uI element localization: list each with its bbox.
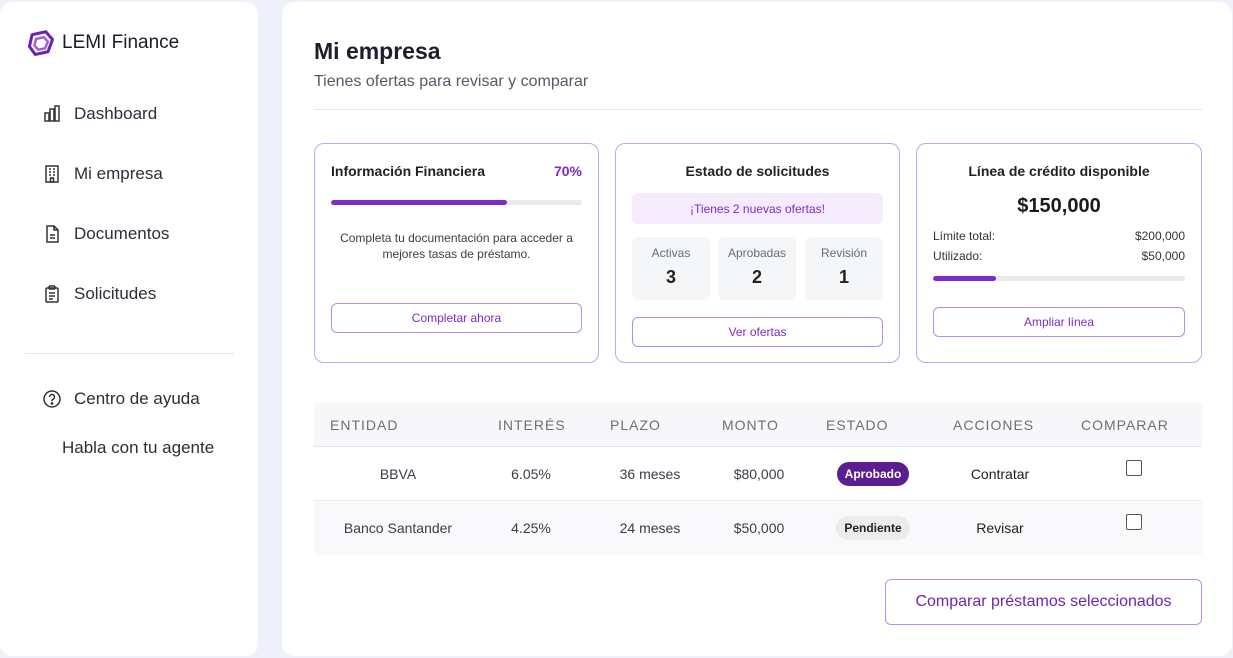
available-amount: $150,000 (1017, 195, 1101, 217)
cell-compare (1124, 495, 1144, 549)
building-icon (45, 165, 59, 183)
sidebar-item-label: Centro de ayuda (74, 389, 200, 408)
limit-value: $200,000 (1134, 229, 1185, 243)
stat-review: Revisión 1 (805, 237, 883, 300)
talk-to-agent-link[interactable]: Habla con tu agente (62, 438, 215, 457)
header-amount: MONTO (722, 416, 779, 433)
brand[interactable]: LEMI Finance (26, 28, 179, 58)
bar-chart-icon (44, 105, 60, 122)
sidebar-item-mi-empresa[interactable]: Mi empresa (42, 164, 163, 184)
table-row: BBVA 6.05% 36 meses $80,000 Aprobado Con… (314, 447, 1202, 501)
cell-amount: $50,000 (733, 520, 785, 536)
cell-status: Pendiente (826, 501, 920, 555)
contract-action[interactable]: Contratar (970, 465, 1030, 482)
offers-table: ENTIDAD INTERÉS PLAZO MONTO ESTADO ACCIO… (314, 403, 1202, 555)
stat-label: Revisión (820, 246, 868, 260)
sidebar-item-label: Dashboard (74, 104, 158, 123)
stat-value: 1 (838, 267, 849, 287)
page-title: Mi empresa (314, 38, 441, 64)
new-offers-banner: ¡Tienes 2 nuevas ofertas! (632, 193, 883, 224)
cell-entity: BBVA (379, 465, 417, 482)
header-divider (314, 109, 1202, 110)
progress-bar-fill (331, 200, 507, 205)
table-row: Banco Santander 4.25% 24 meses $50,000 P… (314, 501, 1202, 555)
requests-status-card: Estado de solicitudes ¡Tienes 2 nuevas o… (615, 143, 900, 363)
question-circle-icon (43, 390, 61, 408)
sidebar-item-dashboard[interactable]: Dashboard (42, 104, 157, 124)
sidebar-item-label: Documentos (74, 224, 170, 243)
used-label: Utilizado: (933, 249, 983, 263)
header-actions: ACCIONES (953, 416, 1035, 433)
progress-bar (331, 200, 582, 205)
used-value: $50,000 (1141, 249, 1185, 263)
compare-checkbox[interactable] (1126, 459, 1142, 476)
document-icon (46, 225, 59, 243)
sidebar-item-label: Solicitudes (74, 284, 157, 303)
cell-compare (1124, 441, 1144, 494)
cell-term: 24 meses (619, 520, 681, 536)
progress-percent: 70% (553, 163, 582, 179)
status-badge: Aprobado (836, 461, 910, 486)
card-title: Línea de crédito disponible (968, 163, 1150, 179)
header-term: PLAZO (610, 416, 661, 433)
stat-label: Activas (651, 246, 691, 260)
compare-loans-button[interactable]: Comparar préstamos seleccionados (885, 579, 1202, 625)
page-subtitle: Tienes ofertas para revisar y comparar (314, 73, 589, 90)
sidebar-item-documentos[interactable]: Documentos (42, 224, 169, 244)
credit-line-card: Línea de crédito disponible $150,000 Lím… (916, 143, 1202, 363)
complete-now-button[interactable]: Completar ahora (331, 303, 582, 333)
stat-label: Aprobadas (727, 246, 787, 260)
sidebar-item-label: Mi empresa (74, 164, 163, 183)
expand-line-button[interactable]: Ampliar línea (933, 307, 1185, 337)
sidebar-item-solicitudes[interactable]: Solicitudes (42, 284, 156, 304)
sidebar-divider (25, 353, 234, 354)
limit-label: Límite total: (933, 229, 996, 243)
card-title: Información Financiera (331, 163, 486, 179)
stat-value: 2 (751, 267, 762, 287)
logo-icon (27, 30, 55, 56)
sidebar-item-help[interactable]: Centro de ayuda (42, 389, 200, 409)
card-title: Estado de solicitudes (685, 163, 830, 179)
status-badge: Pendiente (836, 516, 910, 540)
financial-info-card: Información Financiera 70% Completa tu d… (314, 143, 599, 363)
brand-name: LEMI Finance (62, 32, 180, 53)
stat-approved: Aprobadas 2 (718, 237, 796, 300)
compare-checkbox[interactable] (1126, 514, 1142, 530)
usage-bar (933, 276, 1185, 281)
header-rate: INTERÉS (498, 416, 566, 433)
cell-status: Aprobado (826, 447, 920, 500)
stat-value: 3 (665, 267, 676, 287)
card-description: Completa tu documentación para acceder a… (340, 231, 573, 261)
clipboard-icon (45, 285, 59, 303)
header-compare: COMPARAR (1081, 416, 1169, 433)
cell-term: 36 meses (619, 465, 681, 482)
sidebar: LEMI Finance Dashboard Mi empresa Docume… (0, 2, 258, 656)
stat-active: Activas 3 (632, 237, 710, 300)
limit-row: Límite total: $200,000 (933, 229, 1185, 243)
cell-entity: Banco Santander (343, 520, 453, 536)
cell-rate: 4.25% (511, 520, 551, 536)
header-status: ESTADO (826, 416, 889, 433)
usage-bar-fill (933, 276, 996, 281)
header-entity: ENTIDAD (330, 416, 399, 433)
main-content: Mi empresa Tienes ofertas para revisar y… (282, 2, 1232, 656)
cell-amount: $80,000 (733, 465, 785, 482)
used-row: Utilizado: $50,000 (933, 249, 1185, 263)
view-offers-button[interactable]: Ver ofertas (632, 317, 883, 347)
cell-rate: 6.05% (511, 465, 551, 482)
table-header: ENTIDAD INTERÉS PLAZO MONTO ESTADO ACCIO… (314, 403, 1202, 447)
review-action[interactable]: Revisar (976, 520, 1024, 536)
